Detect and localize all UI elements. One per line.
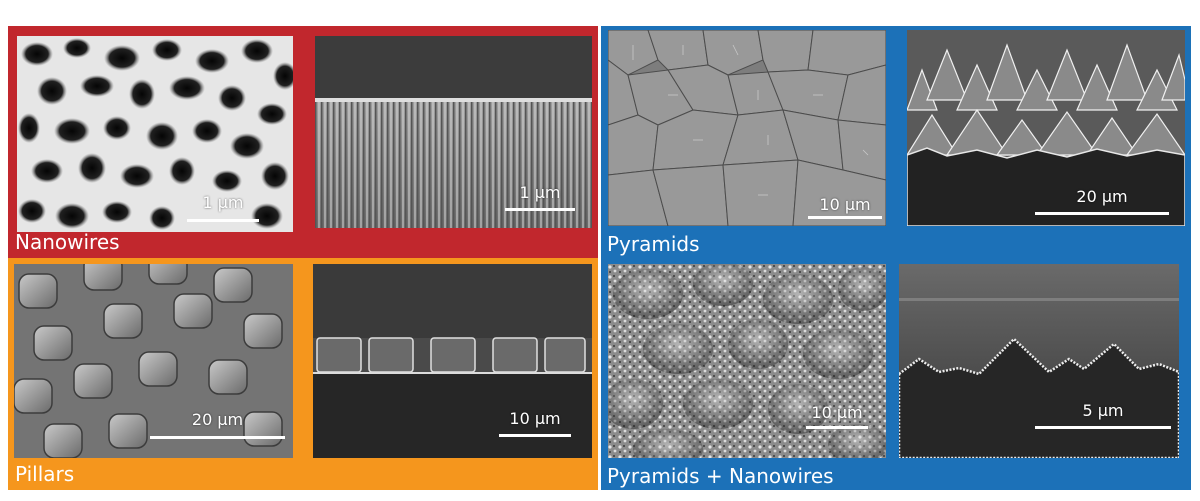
pillars-label: Pillars [15, 462, 75, 486]
nanowires-cross-section-scale-bar [505, 208, 575, 211]
nanowires-top-view-scale-label: 1 μm [202, 193, 244, 212]
pyramids-nanowires-top-view-scale-bar [806, 426, 868, 429]
nanowires-label: Nanowires [15, 230, 120, 254]
pillars-cross-section-scale-bar [499, 434, 571, 437]
pyramids-nanowires-top-view-texture [608, 264, 886, 458]
pyramids-nanowires-cross-section-scale-bar [1035, 426, 1171, 429]
pillars-panel: 20 μm 10 μm Pillars [8, 258, 598, 490]
pillars-cross-section-scale-label: 10 μm [509, 409, 561, 428]
pyramids-top-view-texture [608, 30, 886, 226]
pillars-top-view-scale-label: 20 μm [191, 410, 244, 429]
nanowires-top-view-texture [17, 36, 293, 232]
pyramids-cross-section-scale-bar [1035, 212, 1169, 215]
pyramids-nanowires-label: Pyramids + Nanowires [607, 464, 834, 488]
pyramids-cross-section-image: 20 μm [907, 30, 1185, 226]
pyramids-nanowires-cross-section-image: 5 μm [899, 264, 1179, 458]
pyramids-cross-section-scale-label: 20 μm [1076, 187, 1128, 206]
nanowires-top-view-scale-bar [187, 219, 259, 222]
nanowires-cross-section-image: 1 μm [315, 36, 592, 228]
pillars-cross-section-texture [313, 264, 592, 458]
pyramids-nanowires-top-view-scale-label: 10 μm [811, 403, 863, 422]
pillars-top-view-texture [14, 264, 293, 458]
nanowires-top-view-image: 1 μm [17, 36, 293, 232]
pyramids-panel: 10 μm 20 μm Pyramids [601, 26, 1191, 258]
pyramids-label: Pyramids [607, 232, 700, 256]
pyramids-top-view-scale-bar [808, 216, 882, 219]
pillars-cross-section-image: 10 μm [313, 264, 592, 458]
pyramids-top-view-image: 10 μm [608, 30, 886, 226]
pillars-top-view-scale-bar [150, 436, 285, 439]
nanowires-panel: 1 μm 1 μm Nanowires [8, 26, 598, 258]
pyramids-top-view-scale-label: 10 μm [819, 195, 871, 214]
pyramids-nanowires-cross-section-scale-label: 5 μm [1082, 401, 1124, 420]
pillars-top-view-image: 20 μm [14, 264, 293, 458]
pyramids-cross-section-texture [907, 30, 1185, 226]
nanowires-cross-section-scale-label: 1 μm [519, 183, 561, 202]
pyramids-nanowires-panel: 10 μm 5 μm Pyramids + Nanowires [601, 258, 1191, 490]
nanowires-cross-section-texture [315, 36, 592, 228]
pyramids-nanowires-top-view-image: 10 μm [608, 264, 886, 458]
